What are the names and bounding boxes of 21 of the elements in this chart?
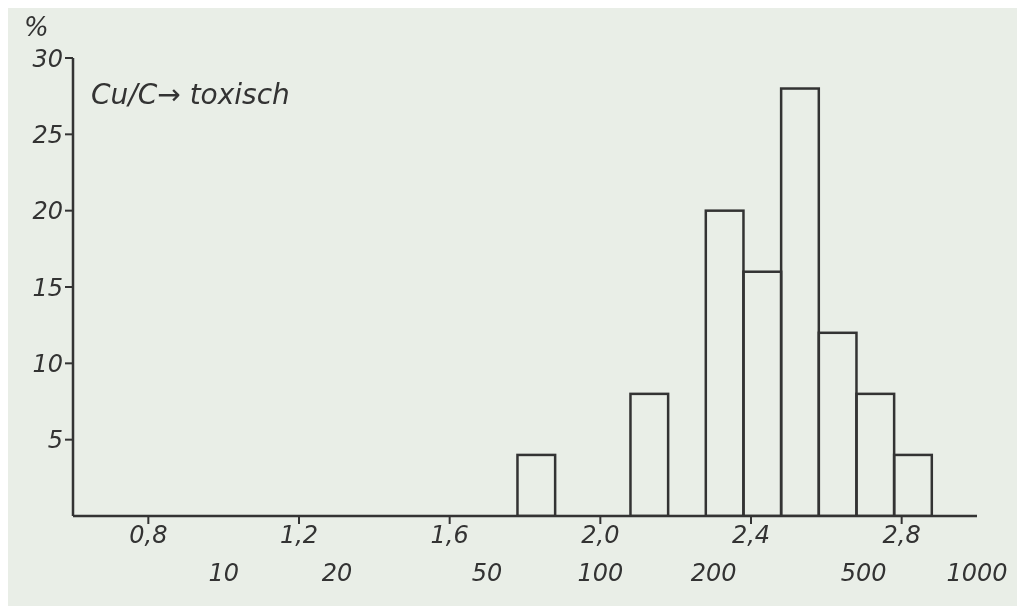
x2-tick-label: 50 xyxy=(471,559,503,588)
y-tick-label: 15 xyxy=(32,273,63,302)
y-tick-label: 5 xyxy=(47,426,63,455)
annotation: Cu/C→ toxisch xyxy=(91,78,290,111)
x2-tick-label: 20 xyxy=(321,559,353,588)
x2-tick-label: 1000 xyxy=(946,559,1008,588)
y-tick-label: 20 xyxy=(32,197,63,226)
y-axis-title: % xyxy=(24,12,49,42)
x-tick-label: 1,2 xyxy=(279,521,319,550)
x-tick-label: 1,6 xyxy=(430,521,469,550)
x-tick-label: 2,8 xyxy=(882,521,921,550)
y-tick-label: 25 xyxy=(32,120,63,149)
x-tick-label: 2,0 xyxy=(581,521,620,550)
x-tick-label: 0,8 xyxy=(129,521,168,550)
y-tick-label: 10 xyxy=(32,349,63,378)
x2-tick-label: 10 xyxy=(208,559,239,588)
y-tick-label: 30 xyxy=(32,44,63,73)
x-tick-label: 2,4 xyxy=(731,521,771,550)
x2-tick-label: 500 xyxy=(840,559,887,588)
x2-tick-label: 100 xyxy=(577,559,624,588)
x2-tick-label: 200 xyxy=(690,559,737,588)
